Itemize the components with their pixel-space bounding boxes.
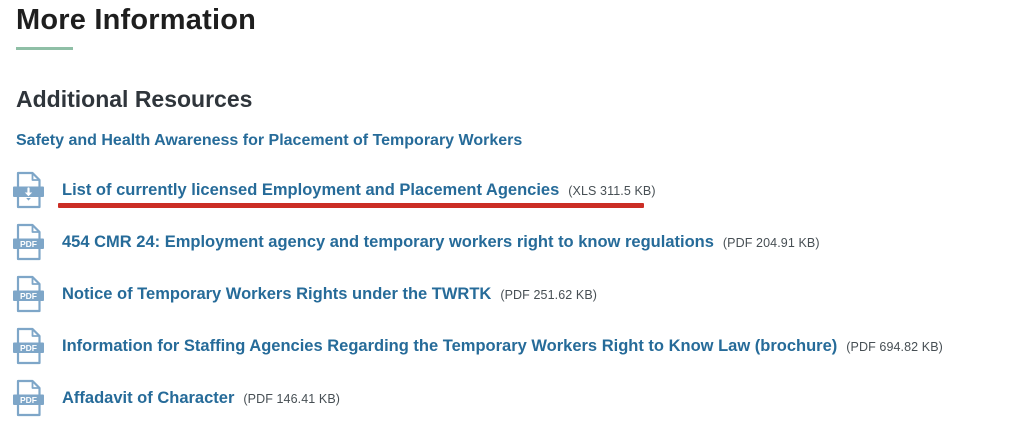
resource-file-size: (PDF 204.91 KB) (722, 235, 820, 250)
resource-list: List of currently licensed Employment an… (13, 164, 1024, 424)
resource-file-size: (PDF 146.41 KB) (243, 391, 341, 406)
additional-resources-heading: Additional Resources (16, 85, 253, 112)
pdf-file-icon: PDF (13, 327, 44, 365)
resource-link-label[interactable]: Information for Staffing Agencies Regard… (62, 336, 838, 355)
resource-file-size: (PDF 694.82 KB) (846, 339, 943, 354)
resource-file-size: (PDF 251.62 KB) (500, 287, 598, 302)
page-title: More Information (16, 4, 257, 36)
resource-link-row[interactable]: PDF Affadavit of Character (PDF 146.41 K… (13, 372, 1024, 424)
resource-link-row[interactable]: List of currently licensed Employment an… (13, 164, 1024, 216)
resource-link-row[interactable]: PDF Notice of Temporary Workers Rights u… (13, 268, 1024, 320)
pdf-file-icon: PDF (13, 223, 44, 261)
svg-text:PDF: PDF (20, 239, 37, 249)
svg-text:PDF: PDF (20, 395, 37, 405)
resource-link-label[interactable]: List of currently licensed Employment an… (62, 180, 560, 199)
svg-text:PDF: PDF (20, 343, 37, 353)
pdf-file-icon: PDF (13, 379, 44, 417)
resource-link-label[interactable]: 454 CMR 24: Employment agency and tempor… (62, 232, 714, 251)
pdf-file-icon: PDF (13, 275, 44, 313)
resource-link-label[interactable]: Affadavit of Character (62, 388, 235, 407)
red-underline-annotation (58, 202, 644, 208)
resource-link-label[interactable]: Notice of Temporary Workers Rights under… (62, 284, 492, 303)
title-underline-accent (16, 46, 73, 50)
svg-text:PDF: PDF (20, 291, 37, 301)
safety-health-awareness-link[interactable]: Safety and Health Awareness for Placemen… (16, 132, 523, 150)
download-file-icon (13, 171, 44, 209)
resource-link-row[interactable]: PDF Information for Staffing Agencies Re… (13, 320, 1024, 372)
resource-link-row[interactable]: PDF 454 CMR 24: Employment agency and te… (13, 216, 1024, 268)
resource-file-size: (XLS 311.5 KB) (568, 183, 656, 198)
